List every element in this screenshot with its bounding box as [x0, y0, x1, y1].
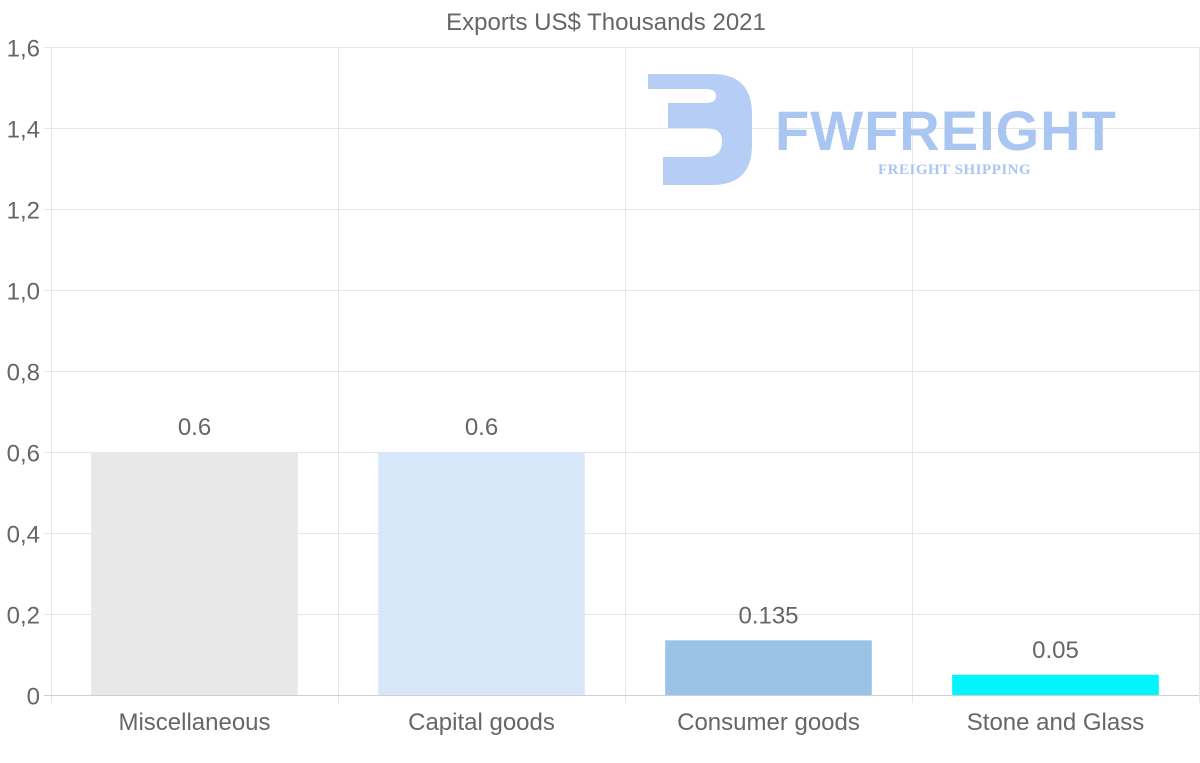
y-tick-label: 0,8: [7, 360, 40, 387]
watermark-logo: FWFREIGHT FREIGHT SHIPPING: [648, 74, 1117, 185]
fwfreight-logo-icon: [648, 74, 752, 185]
watermark-brand: FWFREIGHT: [775, 99, 1117, 162]
bar-value-label: 0.6: [178, 414, 211, 441]
y-axis-ticks: 0 0,2 0,4 0,6 0,8 1,0 1,2 1,4 1,6: [7, 36, 40, 711]
bar-miscellaneous: [91, 452, 298, 695]
value-labels: 0.6 0.6 0.135 0.05: [178, 414, 1079, 664]
chart-title: Exports US$ Thousands 2021: [446, 9, 766, 36]
y-tick-label: 1,0: [7, 279, 40, 306]
x-axis-categories: Miscellaneous Capital goods Consumer goods…: [118, 709, 1144, 736]
y-tick-label: 1,6: [7, 36, 40, 63]
bars: [91, 452, 1159, 695]
bar-value-label: 0.05: [1032, 637, 1079, 664]
bar-consumer-goods: [665, 640, 872, 695]
x-category-label: Consumer goods: [677, 709, 860, 736]
y-tick-label: 1,2: [7, 198, 40, 225]
x-category-label: Miscellaneous: [118, 709, 270, 736]
bar-capital-goods: [378, 452, 585, 695]
y-tick-label: 0,6: [7, 441, 40, 468]
x-category-label: Stone and Glass: [967, 709, 1144, 736]
bar-value-label: 0.6: [465, 414, 498, 441]
y-tick-label: 0,4: [7, 522, 40, 549]
y-tick-label: 0: [27, 684, 40, 711]
y-tick-label: 0,2: [7, 603, 40, 630]
bar-stone-and-glass: [952, 674, 1159, 695]
y-tick-label: 1,4: [7, 117, 40, 144]
x-category-label: Capital goods: [408, 709, 555, 736]
watermark-tagline: FREIGHT SHIPPING: [878, 162, 1031, 178]
bar-value-label: 0.135: [738, 602, 798, 629]
